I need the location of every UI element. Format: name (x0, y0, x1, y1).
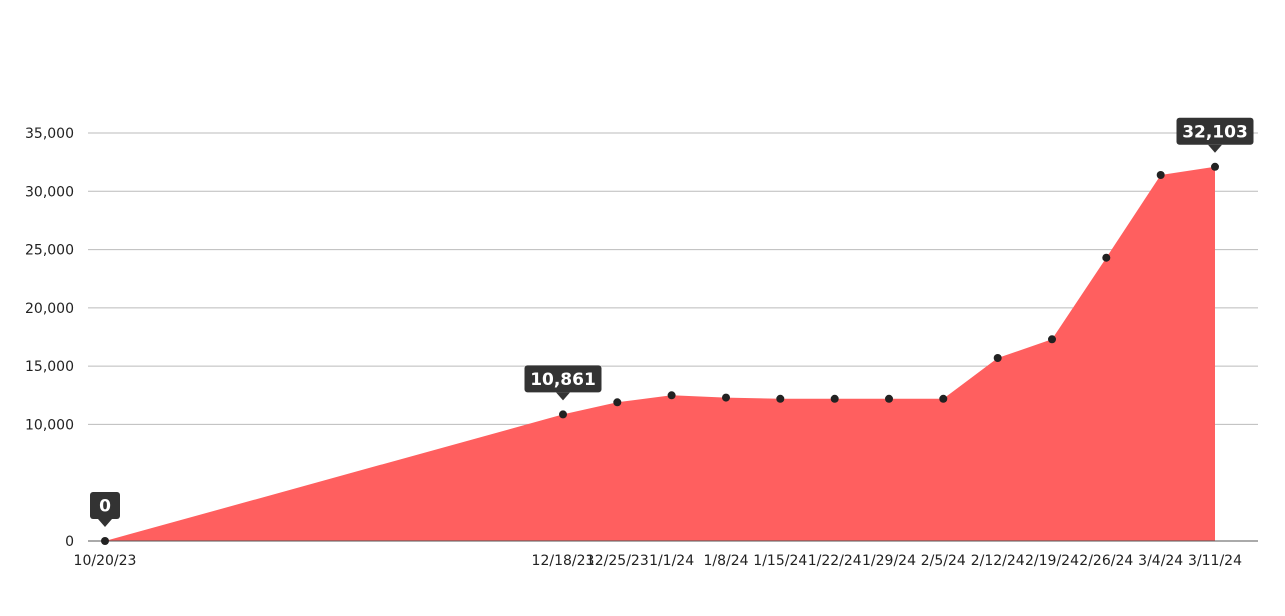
data-point (101, 537, 109, 545)
callout-label: 10,861 (530, 370, 596, 390)
callout-label: 32,103 (1182, 122, 1248, 142)
data-point (722, 393, 730, 402)
y-tick-label: 25,000 (25, 243, 74, 259)
y-axis-ticks: 0 10,000 15,000 20,000 25,000 30,000 35,000 (25, 126, 74, 550)
callout-pointer (556, 392, 570, 401)
x-tick-label: 2/5/24 (921, 553, 966, 569)
callout-pointer (1208, 144, 1222, 153)
area-series (105, 166, 1215, 542)
y-tick-label: 30,000 (25, 184, 74, 200)
value-callout: 32,103 (1176, 117, 1254, 153)
y-tick-label: 20,000 (25, 301, 74, 317)
data-point (939, 394, 948, 403)
x-tick-label: 1/8/24 (703, 553, 748, 569)
callout-box (524, 365, 602, 393)
x-tick-label: 1/15/24 (753, 553, 807, 569)
x-tick-label: 3/4/24 (1138, 553, 1183, 569)
data-markers (101, 162, 1219, 545)
x-tick-label: 12/25/23 (586, 553, 649, 569)
data-point (993, 354, 1002, 362)
callout-label: 0 (99, 497, 111, 517)
value-callout: 0 (90, 492, 120, 527)
value-callout: 10,861 (524, 365, 602, 401)
y-tick-label: 15,000 (25, 359, 74, 375)
callout-box (1176, 117, 1254, 145)
data-point (830, 394, 839, 403)
data-point (776, 394, 785, 403)
data-point (1102, 253, 1111, 262)
y-tick-label: 35,000 (25, 126, 74, 142)
data-point (559, 410, 567, 419)
data-point (667, 391, 676, 400)
callout-pointer (98, 519, 112, 527)
value-callouts: 0 10,861 32,103 (90, 117, 1254, 527)
x-tick-label: 2/26/24 (1079, 553, 1133, 569)
x-tick-label: 10/20/23 (74, 553, 137, 569)
x-tick-label: 3/11/24 (1188, 553, 1242, 569)
x-tick-label: 1/29/24 (862, 553, 916, 569)
y-tick-label: 10,000 (25, 417, 74, 433)
y-tick-label: 0 (65, 534, 74, 550)
data-point (1048, 335, 1056, 344)
callout-box (90, 492, 120, 519)
x-tick-label: 1/22/24 (808, 553, 862, 569)
x-tick-label: 2/19/24 (1025, 553, 1079, 569)
x-tick-label: 1/1/24 (649, 553, 694, 569)
x-tick-label: 12/18/23 (532, 553, 595, 569)
data-point (613, 398, 622, 407)
data-point (1211, 162, 1219, 171)
x-tick-label: 2/12/24 (971, 553, 1025, 569)
area-fill (105, 166, 1215, 542)
data-point (1156, 171, 1165, 179)
data-point (885, 394, 893, 403)
